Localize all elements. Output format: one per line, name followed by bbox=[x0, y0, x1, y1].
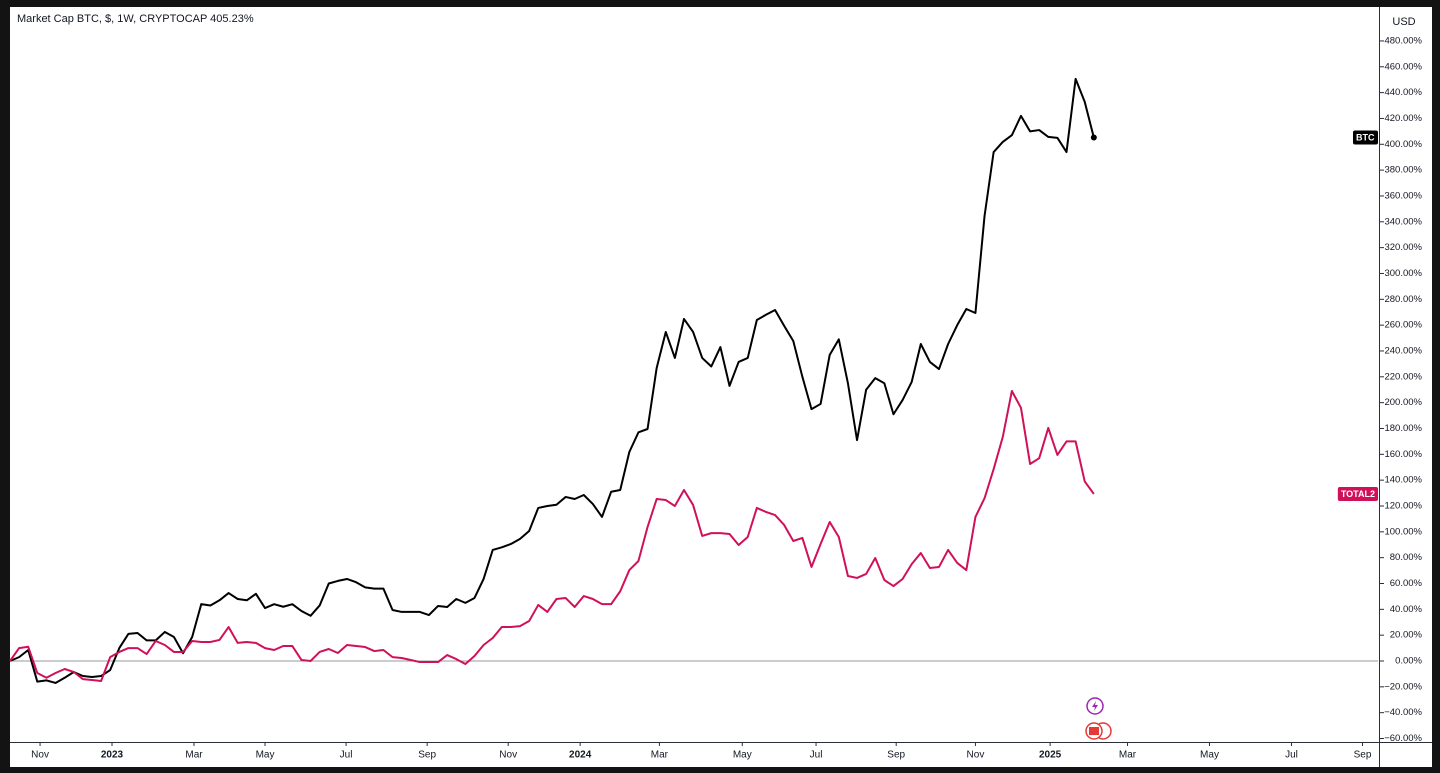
chart-title: Market Cap BTC, $, 1W, CRYPTOCAP 405.23% bbox=[17, 13, 254, 25]
y-tick-label: 60.00% bbox=[1390, 578, 1423, 589]
series-badge: BTC bbox=[1353, 130, 1378, 145]
y-tick-label: 360.00% bbox=[1384, 190, 1422, 201]
x-tick-label: Nov bbox=[967, 750, 985, 761]
y-tick-label: 0.00% bbox=[1395, 656, 1422, 667]
event-icon-glyph bbox=[1092, 701, 1098, 711]
y-tick-label: 160.00% bbox=[1384, 449, 1422, 460]
y-tick-label: 340.00% bbox=[1384, 216, 1422, 227]
x-tick-label: Mar bbox=[185, 750, 203, 761]
x-tick-label: Sep bbox=[1354, 750, 1372, 761]
y-tick-label: 120.00% bbox=[1384, 501, 1422, 512]
x-tick-label: May bbox=[256, 750, 275, 761]
event-icons bbox=[1085, 697, 1112, 740]
y-tick-label: 220.00% bbox=[1384, 371, 1422, 382]
x-tick-label: May bbox=[733, 750, 752, 761]
y-tick-label: −20.00% bbox=[1384, 681, 1422, 692]
y-tick-label: 40.00% bbox=[1390, 604, 1423, 615]
y-tick-label: 140.00% bbox=[1384, 475, 1422, 486]
y-tick-label: 200.00% bbox=[1384, 397, 1422, 408]
series-badge-label: BTC bbox=[1356, 132, 1375, 142]
x-tick-label: Jul bbox=[340, 750, 353, 761]
y-tick-label: 480.00% bbox=[1384, 35, 1422, 46]
series-line bbox=[9, 77, 1095, 684]
event-icon-glyph bbox=[1089, 727, 1099, 735]
y-tick-label: 80.00% bbox=[1390, 552, 1423, 563]
x-tick-label: May bbox=[1200, 750, 1219, 761]
series-badge: TOTAL2 bbox=[1337, 486, 1378, 501]
x-tick-label: Nov bbox=[499, 750, 517, 761]
x-tick-label: Jul bbox=[1285, 750, 1298, 761]
y-tick-label: 260.00% bbox=[1384, 320, 1422, 331]
y-tick-label: 460.00% bbox=[1384, 61, 1422, 72]
y-tick-label: 320.00% bbox=[1384, 242, 1422, 253]
y-tick-label: 100.00% bbox=[1384, 526, 1422, 537]
chart-panel bbox=[10, 7, 1432, 767]
series-badge-bg bbox=[1353, 130, 1378, 145]
x-tick-label: Sep bbox=[418, 750, 436, 761]
x-tick-label: Mar bbox=[1119, 750, 1137, 761]
y-tick-label: 20.00% bbox=[1390, 630, 1423, 641]
y-tick-label: 440.00% bbox=[1384, 87, 1422, 98]
x-tick-label: Mar bbox=[651, 750, 669, 761]
x-tick-label: Jul bbox=[810, 750, 823, 761]
x-tick-label: 2023 bbox=[101, 750, 124, 761]
y-tick-label: 400.00% bbox=[1384, 139, 1422, 150]
series-badge-bg bbox=[1337, 486, 1378, 501]
x-tick-label: 2024 bbox=[569, 750, 592, 761]
x-tick-label: Sep bbox=[887, 750, 905, 761]
y-tick-label: 180.00% bbox=[1384, 423, 1422, 434]
y-tick-label: 240.00% bbox=[1384, 345, 1422, 356]
series-badge-label: TOTAL2 bbox=[1341, 489, 1375, 499]
y-tick-label: 380.00% bbox=[1384, 165, 1422, 176]
y-tick-label: 280.00% bbox=[1384, 294, 1422, 305]
y-tick-label: −60.00% bbox=[1384, 733, 1422, 744]
last-point bbox=[1090, 134, 1097, 141]
y-tick-label: 420.00% bbox=[1384, 113, 1422, 124]
axis-unit: USD bbox=[1392, 16, 1415, 28]
series-line bbox=[9, 390, 1095, 683]
y-tick-label: 300.00% bbox=[1384, 268, 1422, 279]
x-tick-label: 2025 bbox=[1039, 750, 1062, 761]
y-tick-label: −40.00% bbox=[1384, 707, 1422, 718]
x-tick-label: Nov bbox=[31, 750, 49, 761]
